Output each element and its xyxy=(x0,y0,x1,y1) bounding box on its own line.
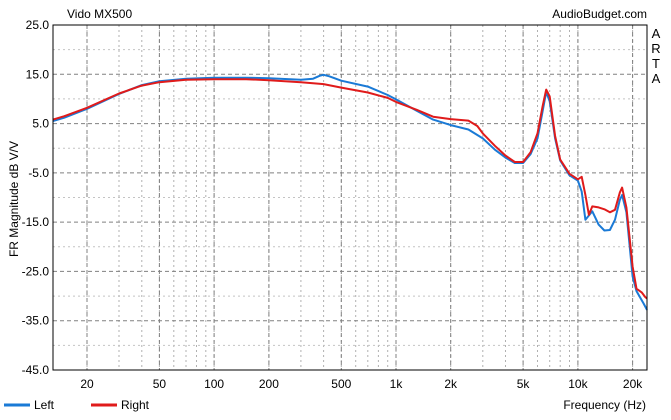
y-tick-label: -5.0 xyxy=(28,166,49,180)
side-label-letter: R xyxy=(651,41,660,56)
x-tick-label: 2k xyxy=(444,377,458,391)
y-tick-label: -45.0 xyxy=(22,363,50,377)
x-tick-label: 50 xyxy=(153,377,167,391)
major-grid xyxy=(53,25,647,370)
x-tick-label: 500 xyxy=(331,377,351,391)
minor-grid xyxy=(53,25,647,370)
x-tick-labels: 20 50 100 200 500 1k 2k 5k 10k 20k xyxy=(80,377,643,391)
legend: Left Right xyxy=(4,398,150,412)
y-axis-label: FR Magnitude dB V/V xyxy=(7,141,21,257)
chart-title: Vido MX500 xyxy=(67,7,132,21)
x-axis-label: Frequency (Hz) xyxy=(563,398,646,412)
x-tick-label: 5k xyxy=(517,377,531,391)
side-label-letter: T xyxy=(652,56,660,71)
legend-label: Left xyxy=(34,398,55,412)
y-tick-label: 25.0 xyxy=(26,18,50,32)
series-layer xyxy=(52,73,648,311)
y-tick-label: -25.0 xyxy=(22,264,50,278)
x-tick-label: 10k xyxy=(568,377,588,391)
x-tick-label: 200 xyxy=(259,377,279,391)
y-tick-labels: 25.0 15.0 5.0 -5.0 -15.0 -25.0 -35.0 -45.0 xyxy=(22,18,50,377)
side-label-letter: A xyxy=(652,71,661,86)
x-tick-label: 1k xyxy=(390,377,404,391)
x-tick-label: 100 xyxy=(204,377,224,391)
x-tick-label: 20k xyxy=(623,377,643,391)
x-tick-label: 20 xyxy=(80,377,94,391)
source-label: AudioBudget.com xyxy=(552,7,647,21)
y-tick-label: -15.0 xyxy=(22,215,50,229)
y-tick-label: 5.0 xyxy=(32,117,49,131)
y-tick-label: 15.0 xyxy=(26,67,50,81)
legend-label: Right xyxy=(121,398,150,412)
series-line-left xyxy=(52,73,648,311)
series-line-right xyxy=(52,78,648,300)
side-label-letter: A xyxy=(652,26,661,41)
y-tick-label: -35.0 xyxy=(22,314,50,328)
plot-frame xyxy=(52,24,648,371)
